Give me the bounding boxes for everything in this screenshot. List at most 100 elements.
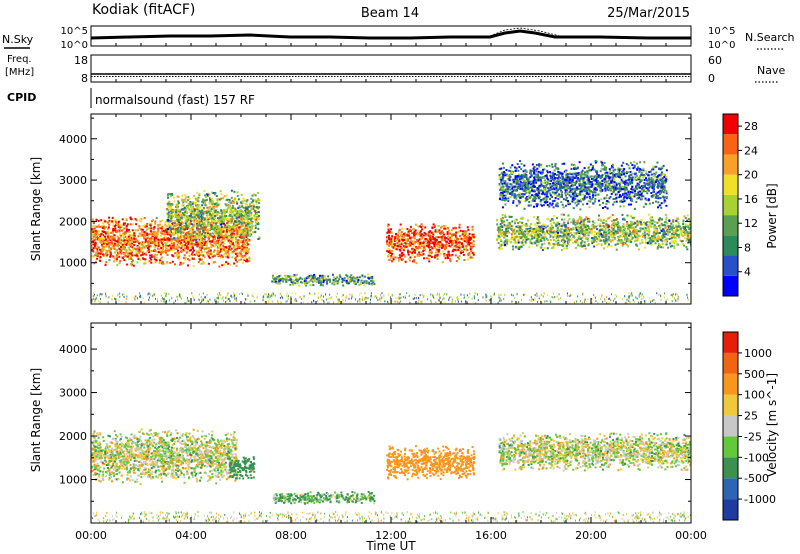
data-cell	[591, 230, 594, 233]
data-cell	[507, 224, 510, 227]
data-cell	[180, 216, 183, 219]
data-cell	[170, 219, 173, 222]
data-cell	[567, 231, 570, 234]
data-cell	[472, 233, 475, 236]
data-cell	[161, 261, 164, 264]
data-cell	[115, 240, 118, 243]
data-cell	[222, 230, 225, 233]
data-cell	[446, 255, 449, 258]
data-cell	[229, 231, 232, 234]
data-cell	[469, 236, 472, 239]
data-cell	[517, 241, 520, 244]
data-cell	[400, 234, 403, 237]
data-cell	[246, 237, 249, 240]
data-cell	[232, 217, 235, 220]
data-cell	[217, 227, 220, 230]
data-cell	[540, 225, 543, 228]
data-cell	[170, 228, 173, 231]
data-cell	[108, 237, 111, 240]
data-cell	[197, 214, 200, 217]
data-cell	[637, 230, 640, 233]
data-cell	[239, 221, 242, 224]
data-cell	[166, 261, 169, 264]
data-cell	[166, 240, 169, 243]
data-cell	[189, 220, 192, 223]
data-cell	[219, 232, 222, 235]
data-cell	[515, 225, 518, 228]
data-cell	[504, 216, 507, 219]
data-cell	[634, 231, 637, 234]
data-cell	[574, 241, 577, 244]
data-cell	[216, 242, 219, 245]
data-cell	[181, 204, 184, 207]
data-cell	[130, 236, 133, 239]
data-cell	[578, 217, 581, 220]
data-cell	[686, 248, 689, 251]
data-cell	[103, 248, 106, 251]
data-cell	[409, 236, 412, 239]
data-cell	[174, 224, 177, 227]
data-cell	[666, 230, 669, 233]
data-cell	[626, 236, 629, 239]
data-cell	[563, 243, 566, 246]
data-cell	[200, 215, 203, 218]
data-cell	[114, 218, 117, 221]
data-cell	[498, 246, 501, 249]
data-cell	[127, 246, 130, 249]
data-cell	[584, 224, 587, 227]
data-cell	[236, 255, 239, 258]
data-cell	[395, 248, 398, 251]
data-cell	[172, 229, 175, 232]
data-cell	[207, 236, 210, 239]
data-cell	[183, 227, 186, 230]
data-cell	[564, 236, 567, 239]
data-cell	[234, 220, 237, 223]
data-cell	[396, 235, 399, 238]
data-cell	[547, 239, 550, 242]
data-cell	[544, 236, 547, 239]
data-cell	[213, 226, 216, 229]
data-cell	[580, 220, 583, 223]
data-cell	[177, 238, 180, 241]
data-cell	[113, 257, 116, 260]
data-cell	[457, 256, 460, 259]
data-cell	[529, 241, 532, 244]
data-cell	[512, 248, 515, 251]
data-cell	[503, 241, 506, 244]
data-cell	[421, 243, 424, 246]
data-cell	[153, 238, 156, 241]
data-cell	[576, 238, 579, 241]
data-cell	[179, 215, 182, 218]
data-cell	[388, 230, 391, 233]
data-cell	[593, 233, 596, 236]
data-cell	[412, 260, 415, 263]
data-cell	[424, 248, 427, 251]
data-cell	[231, 228, 234, 231]
data-cell	[122, 255, 125, 258]
data-cell	[113, 260, 116, 263]
data-cell	[412, 248, 415, 251]
data-cell	[598, 223, 601, 226]
data-cell	[554, 235, 557, 238]
data-cell	[570, 233, 573, 236]
data-cell	[249, 228, 252, 231]
data-cell	[556, 217, 559, 220]
data-cell	[140, 254, 143, 257]
data-cell	[511, 235, 514, 238]
data-cell	[226, 251, 229, 254]
data-cell	[219, 190, 222, 193]
data-cell	[634, 236, 637, 239]
data-cell	[407, 230, 410, 233]
data-cell	[190, 244, 193, 247]
data-cell	[115, 257, 118, 260]
data-cell	[195, 238, 198, 241]
data-cell	[608, 178, 611, 181]
data-cell	[684, 217, 687, 220]
data-cell	[390, 256, 393, 259]
data-cell	[391, 249, 394, 252]
data-cell	[198, 244, 201, 247]
data-cell	[183, 199, 186, 202]
data-cell	[632, 231, 635, 234]
data-cell	[437, 236, 440, 239]
data-cell	[598, 232, 601, 235]
